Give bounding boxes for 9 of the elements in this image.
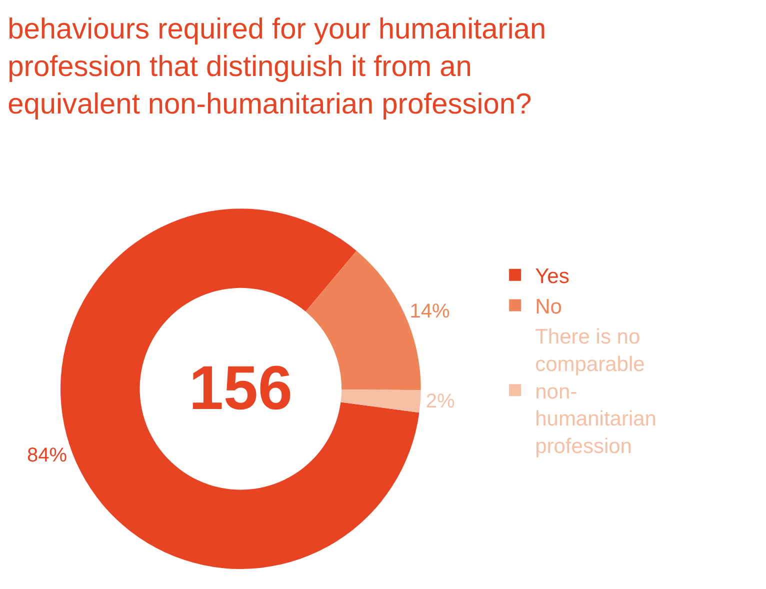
data-label: 14% [410, 300, 450, 322]
text: 156 [189, 354, 292, 423]
donut-slice [340, 390, 421, 413]
legend-label: There is no comparable non-humanitarian profession [535, 326, 656, 458]
data-label: 2% [426, 390, 456, 412]
data-label: 84% [26, 444, 68, 466]
chart-title: behaviours required for your humanitarian profession that distinguish it from an equivalent non-humanitarian profession? [8, 13, 546, 121]
legend-label: Yes [535, 265, 570, 288]
legend-label: No [535, 295, 562, 318]
